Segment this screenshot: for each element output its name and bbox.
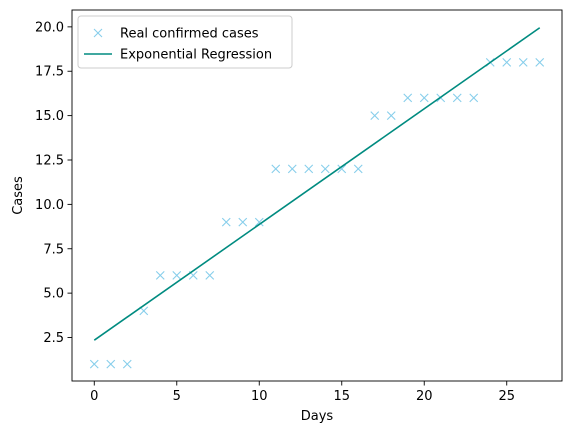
data-point-marker (502, 57, 512, 67)
data-point-marker (172, 270, 182, 280)
x-tick-label: 25 (498, 389, 515, 404)
data-point-marker (518, 57, 528, 67)
y-tick-label: 2.5 (43, 331, 64, 346)
legend-label: Real confirmed cases (120, 27, 259, 42)
marker-stroke (320, 164, 330, 174)
marker-stroke (419, 93, 429, 103)
data-point-marker (535, 57, 545, 67)
legend: Real confirmed cases Exponential Regressi… (77, 15, 293, 69)
marker-stroke (403, 93, 413, 103)
scatter-series (89, 57, 545, 369)
marker-stroke (518, 57, 528, 67)
marker-stroke (155, 270, 165, 280)
data-point-marker (89, 359, 99, 369)
data-point-marker (370, 111, 380, 121)
marker-stroke (337, 164, 347, 174)
marker-stroke (238, 217, 248, 227)
data-point-marker (386, 111, 396, 121)
data-point-marker (221, 217, 231, 227)
data-point-marker (337, 164, 347, 174)
data-point-marker (452, 93, 462, 103)
plot-background (72, 10, 562, 381)
y-tick-label: 10.0 (35, 198, 64, 213)
marker-stroke (106, 359, 116, 369)
axes-frame (71, 9, 563, 382)
data-point-marker (287, 164, 297, 174)
marker-stroke (122, 359, 132, 369)
y-tick-label: 12.5 (35, 153, 64, 168)
marker-stroke (287, 164, 297, 174)
marker-stroke (271, 164, 281, 174)
marker-stroke (304, 164, 314, 174)
x-tick-label: 15 (333, 389, 350, 404)
marker-stroke (89, 359, 99, 369)
x-tick-label: 5 (173, 389, 181, 404)
axes: 0 5 10 15 20 25 2.5 5.0 7.5 10.0 12.5 15.0 17.5 20.0 D… (11, 9, 563, 424)
marker-stroke (353, 164, 363, 174)
marker-stroke (93, 28, 103, 38)
data-point-marker (469, 93, 479, 103)
marker-stroke (386, 111, 396, 121)
marker-stroke (469, 93, 479, 103)
x-tick-label: 0 (90, 389, 98, 404)
data-point-marker (403, 93, 413, 103)
data-point-marker (419, 93, 429, 103)
data-point-marker (320, 164, 330, 174)
x-tick-label: 20 (416, 389, 433, 404)
legend-marker-swatch (93, 28, 103, 38)
x-axis-title: Days (301, 409, 334, 424)
data-point-marker (254, 217, 264, 227)
y-tick-label: 20.0 (35, 20, 64, 35)
regression-line (93, 27, 541, 341)
legend-box (77, 15, 293, 69)
data-point-marker (122, 359, 132, 369)
data-point-marker (238, 217, 248, 227)
marker-stroke (535, 57, 545, 67)
data-point-marker (353, 164, 363, 174)
marker-stroke (139, 306, 149, 316)
legend-label: Exponential Regression (120, 48, 272, 63)
data-point-marker (271, 164, 281, 174)
marker-stroke (452, 93, 462, 103)
marker-stroke (221, 217, 231, 227)
data-point-marker (155, 270, 165, 280)
y-tick-label: 5.0 (43, 287, 64, 302)
y-tick-label: 15.0 (35, 109, 64, 124)
data-point-marker (304, 164, 314, 174)
data-point-marker (205, 270, 215, 280)
marker-stroke (188, 270, 198, 280)
data-point-marker (106, 359, 116, 369)
marker-stroke (502, 57, 512, 67)
x-tick-label: 10 (251, 389, 268, 404)
y-tick-label: 7.5 (43, 242, 64, 257)
marker-stroke (254, 217, 264, 227)
y-axis-title: Cases (11, 176, 26, 215)
marker-stroke (172, 270, 182, 280)
plot-area (72, 10, 562, 381)
marker-stroke (205, 270, 215, 280)
y-tick-label: 17.5 (35, 65, 64, 80)
marker-stroke (370, 111, 380, 121)
